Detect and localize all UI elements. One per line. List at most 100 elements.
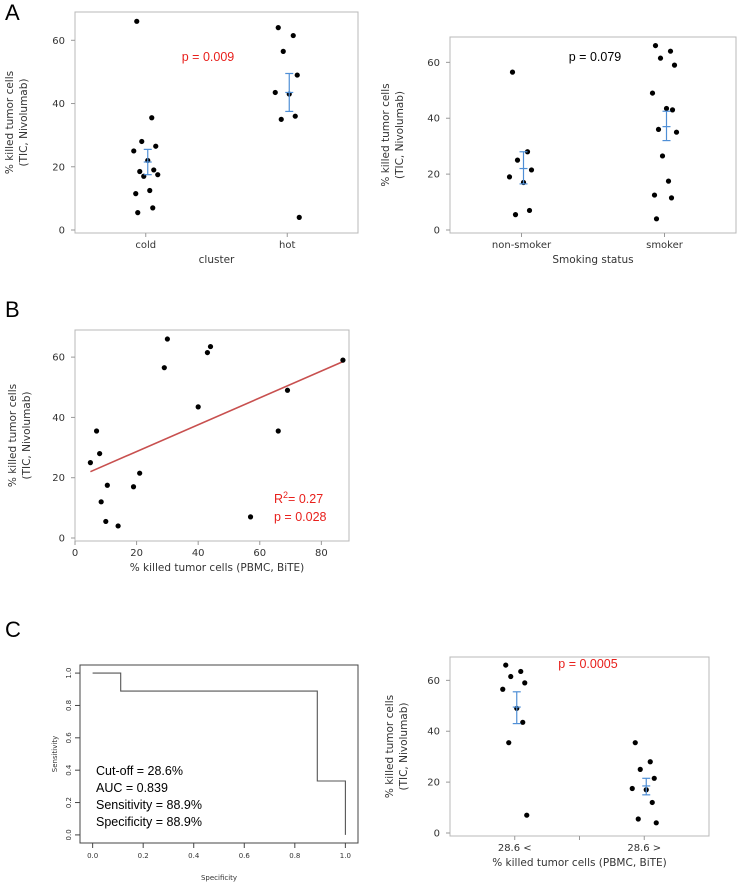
b-r-squared: R2= 0.27 [274,490,323,506]
c2-frame [449,656,710,837]
c1-ytick-label: 0.2 [65,797,73,808]
c2-point [629,785,635,792]
b-chart: 0 20 40 60 0 20 40 60 80 % killed tumor cells (PB… [52,329,350,574]
c1-ytick-label: 1.0 [65,668,73,679]
c1-ylabel: Sensitivity [51,736,59,772]
a2-point [653,216,660,222]
c2-point [653,820,659,826]
b-point [104,482,110,488]
c1-xtick-label: 0.4 [188,852,200,860]
a2-errorbar [662,110,671,142]
a1-chart: 0 20 40 60 cold hot cluster [52,11,359,266]
c1-frame [79,664,359,844]
a2-point [512,212,519,218]
b-ylabel-line1: % killed tumor cells [7,384,19,487]
b-point [195,404,201,410]
a1-point [294,72,300,78]
b-point [284,387,291,393]
b-ytick-label: 60 [52,353,65,364]
a1-point [278,116,284,122]
b-point [130,484,137,490]
a1-frame [74,11,359,234]
c2-ytick-label: 60 [427,676,440,687]
c1-xtick-label: 0.2 [138,852,149,860]
a2-point [673,129,680,135]
a2-point [657,55,664,61]
a2-point [514,157,521,163]
a1-point [131,148,137,154]
a1-point [137,168,143,175]
a2-ytick-label: 20 [427,170,440,181]
a1-point [280,48,286,54]
b-ytick-label: 0 [59,534,65,545]
c2-errorbar [512,691,521,725]
b-point [115,523,121,529]
c2-point [508,673,514,680]
a1-point [272,89,278,96]
b-xtick-label: 60 [253,548,266,559]
b-point [207,343,214,350]
c1-xtick-label: 0.6 [239,852,251,860]
c1-ytick-label: 0.8 [65,700,73,711]
b-point [204,349,211,356]
c1-ytick-label: 0.0 [65,829,73,840]
a2-point [649,90,656,96]
b-r-squared-prefix: R [274,492,283,506]
a2-ytick-label: 60 [427,58,440,69]
c2-point [651,775,657,781]
b-point [340,357,346,363]
a1-ytick-label: 20 [52,162,65,173]
a1-point [275,25,281,31]
a2-ylabel: % killed tumor cells (TIC, Nivolumab) [380,83,406,186]
a2-ylabel-line1: % killed tumor cells [380,83,392,186]
a1-point [155,172,161,178]
b-point [161,365,167,371]
a1-point [133,191,139,197]
a1-ytick-label: 60 [52,36,65,47]
b-ytick-label: 20 [52,473,65,484]
b-xtick-label: 20 [130,548,143,559]
a2-point [665,178,672,184]
c2-point [647,759,653,765]
c1-roc-curve [92,672,346,835]
a2-point [528,167,535,173]
a2-point [526,207,533,214]
a1-ytick-label: 0 [59,226,65,237]
a2-ytick-label: 0 [434,226,440,237]
c2-point [635,816,641,822]
c1-stat-line: Sensitivity = 88.9% [96,798,202,812]
a2-p-value: p = 0.079 [569,50,622,64]
c2-point [520,719,526,725]
c2-ytick-label: 40 [427,727,440,738]
c1-xtick-label: 1.0 [340,852,351,860]
a1-point [151,167,157,173]
a1-point [153,143,159,149]
a1-p-value: p = 0.009 [182,50,235,64]
a1-point [139,138,145,145]
c2-point [637,766,643,772]
a2-point [509,69,516,75]
a2-xlabel: Smoking status [552,254,633,266]
b-xlabel: % killed tumor cells (PBMC, BiTE) [130,562,305,574]
a1-xlabel: cluster [199,254,235,266]
c2-chart: 0 20 40 60 28.6 < 28.6 > % killed tumor cells … [427,656,710,869]
a2-errorbar [519,151,528,185]
b-xtick-label: 80 [315,548,328,559]
c2-point [522,680,528,686]
a1-point [135,210,141,216]
a1-point [149,115,155,121]
c2-ylabel: % killed tumor cells (TIC, Nivolumab) [384,695,410,798]
a2-xtick-label: smoker [646,240,684,251]
c1-xtick-label: 0.0 [87,852,98,860]
panel-label-b: B [5,297,20,322]
a1-point [292,113,298,119]
a1-ylabel: % killed tumor cells (TIC, Nivolumab) [4,71,30,174]
c2-ylabel-line2: (TIC, Nivolumab) [398,702,410,790]
c1-xtick-label: 0.8 [289,852,300,860]
a1-errorbar [143,148,152,176]
c2-point [524,812,530,818]
b-point [103,518,109,525]
b-point [275,428,281,434]
a2-point [669,107,676,113]
b-r-squared-value: = 0.27 [288,492,323,506]
